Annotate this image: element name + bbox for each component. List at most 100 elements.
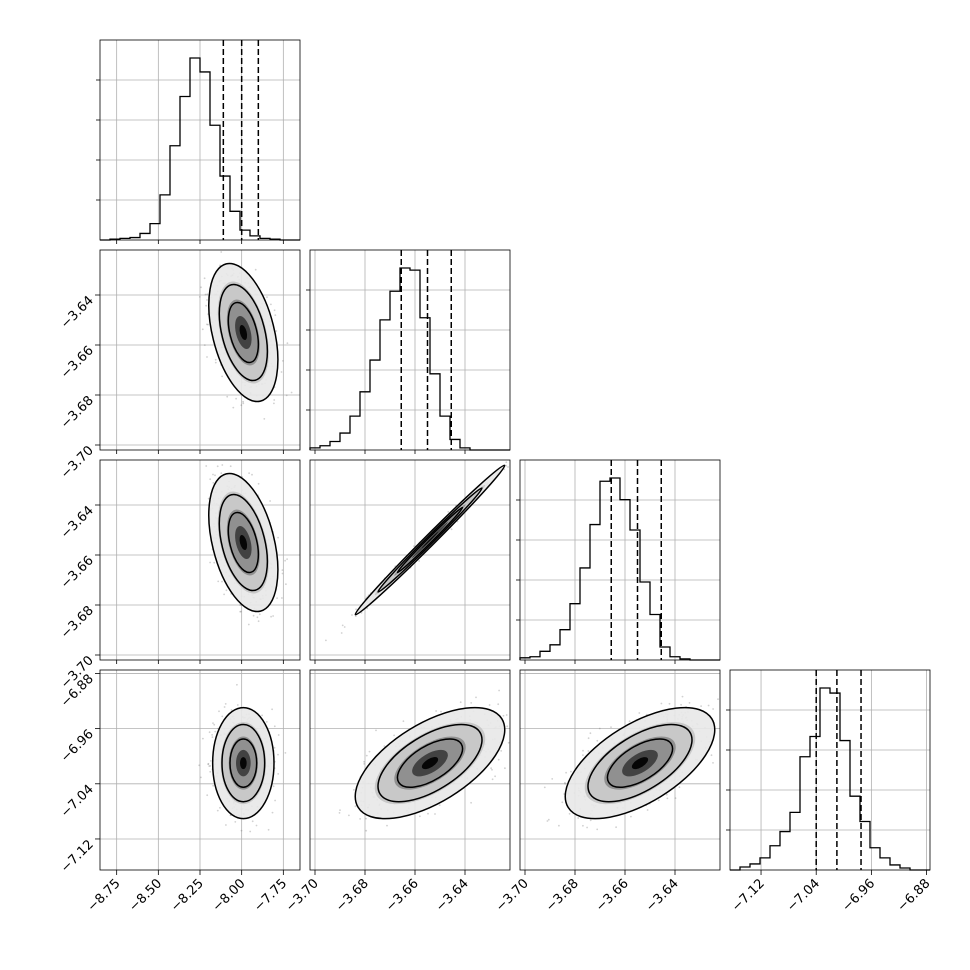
scatter-point xyxy=(206,293,209,296)
panel-frame-2-1 xyxy=(309,459,511,661)
panel-content-3-1 xyxy=(338,682,552,832)
scatter-point xyxy=(710,754,713,757)
scatter-point xyxy=(224,703,227,705)
scatter-point xyxy=(668,702,671,705)
scatter-point xyxy=(561,801,564,804)
panel-frame-3-1 xyxy=(309,669,511,871)
scatter-point xyxy=(363,760,365,763)
scatter-point xyxy=(240,829,243,832)
scatter-point xyxy=(354,615,357,617)
scatter-point xyxy=(375,729,377,732)
scatter-point xyxy=(366,607,369,610)
scatter-point xyxy=(363,763,366,765)
x-tick-label-1: −3.64 xyxy=(433,876,472,915)
scatter-point xyxy=(200,286,202,289)
scatter-point xyxy=(586,826,588,829)
scatter-point xyxy=(547,818,550,821)
scatter-point xyxy=(211,736,214,738)
scatter-point xyxy=(497,758,500,761)
scatter-point xyxy=(207,762,210,765)
scatter-point xyxy=(249,830,252,833)
scatter-point xyxy=(257,620,260,623)
scatter-point xyxy=(302,657,304,659)
scatter-point xyxy=(550,682,552,684)
scatter-point xyxy=(281,572,284,575)
contour-line-0 xyxy=(211,706,275,820)
scatter-point xyxy=(419,815,421,818)
scatter-point xyxy=(587,750,590,752)
scatter-point xyxy=(220,472,223,475)
contour-line-2 xyxy=(606,738,674,788)
scatter-point xyxy=(666,797,669,800)
scatter-point xyxy=(234,821,237,823)
scatter-point xyxy=(206,794,209,797)
scatter-point xyxy=(214,474,216,477)
x-tick-label-3: −6.88 xyxy=(895,876,934,915)
scatter-point xyxy=(282,360,284,362)
scatter-point xyxy=(532,442,534,444)
x-tick-label-3: −7.12 xyxy=(729,876,768,915)
scatter-point xyxy=(610,726,612,728)
scatter-point xyxy=(712,762,714,764)
scatter-point xyxy=(242,400,245,403)
scatter-point xyxy=(277,734,280,736)
density-level-4 xyxy=(421,757,439,770)
scatter-point xyxy=(700,705,702,707)
contour-line-2 xyxy=(396,506,464,574)
scatter-point xyxy=(254,268,257,271)
x-tick-label-1: −3.68 xyxy=(333,876,372,915)
scatter-point xyxy=(360,611,363,614)
scatter-point xyxy=(223,706,226,708)
scatter-point xyxy=(286,558,288,560)
y-tick-label-3: −7.12 xyxy=(58,837,97,876)
scatter-point xyxy=(355,608,357,611)
scatter-point xyxy=(506,725,509,728)
y-tick-label-2: −3.66 xyxy=(58,553,97,592)
y-tick-label-1: −3.64 xyxy=(58,293,97,332)
x-tick-label-1: −3.66 xyxy=(383,876,422,915)
x-tick-label-2: −3.64 xyxy=(643,876,682,915)
scatter-point xyxy=(507,741,510,744)
scatter-point xyxy=(203,344,206,346)
scatter-point xyxy=(217,580,220,583)
scatter-point xyxy=(343,626,346,628)
scatter-point xyxy=(286,342,289,345)
y-tick-label-2: −3.68 xyxy=(58,603,97,642)
contour-line-1 xyxy=(218,283,269,382)
scatter-point xyxy=(628,720,631,723)
scatter-point xyxy=(269,500,271,502)
scatter-point xyxy=(393,734,395,737)
scatter-point xyxy=(638,712,641,714)
contour-line-0 xyxy=(208,472,279,613)
scatter-point xyxy=(509,458,511,460)
scatter-point xyxy=(216,465,219,468)
scatter-point xyxy=(505,461,508,464)
scatter-point xyxy=(273,746,276,749)
scatter-point xyxy=(242,402,245,405)
y-tick-label-1: −3.68 xyxy=(58,393,97,432)
scatter-point xyxy=(712,708,714,710)
panel-frame-2-2 xyxy=(519,459,721,661)
density-level-4 xyxy=(239,534,248,550)
x-tick-label-0: −8.25 xyxy=(168,876,207,915)
scatter-point xyxy=(209,561,212,564)
scatter-point xyxy=(226,395,229,398)
scatter-point xyxy=(630,815,632,818)
scatter-point xyxy=(582,749,584,752)
scatter-point xyxy=(494,775,496,778)
density-level-4 xyxy=(631,757,649,770)
scatter-point xyxy=(615,826,617,829)
scatter-point xyxy=(270,615,272,618)
scatter-point xyxy=(214,361,217,364)
scatter-point xyxy=(582,824,584,827)
scatter-point xyxy=(546,820,549,822)
panel-content-2-1 xyxy=(302,442,534,659)
scatter-point xyxy=(205,465,208,467)
scatter-point xyxy=(341,624,344,627)
scatter-point xyxy=(235,397,238,400)
scatter-point xyxy=(568,812,571,815)
histogram-step-2 xyxy=(519,477,720,661)
scatter-point xyxy=(207,763,210,766)
scatter-point xyxy=(206,299,208,301)
scatter-point xyxy=(502,714,505,717)
